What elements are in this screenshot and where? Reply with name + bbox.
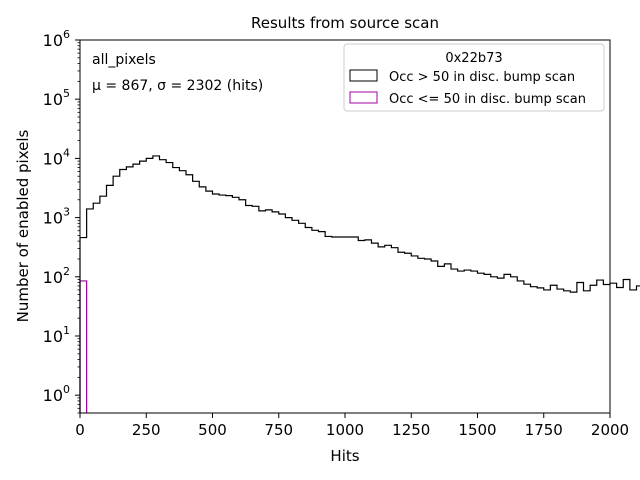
x-tick-label: 750 — [264, 421, 293, 439]
x-tick-label: 500 — [198, 421, 227, 439]
legend: 0x22b73 Occ > 50 in disc. bump scan Occ … — [343, 43, 605, 112]
x-tick-label: 1750 — [525, 421, 563, 439]
legend-swatch-occ-gt-50 — [349, 69, 378, 82]
x-axis: 0 250 500 750 1000 1250 1500 1750 2000 — [75, 413, 629, 439]
legend-swatch-occ-le-50 — [349, 91, 378, 104]
chart-title: Results from source scan — [251, 14, 439, 32]
annotation-all-pixels: all_pixels — [92, 52, 156, 68]
legend-label-occ-gt-50: Occ > 50 in disc. bump scan — [389, 70, 575, 85]
histogram-series-0 — [79, 155, 640, 413]
legend-frame — [343, 43, 605, 112]
y-axis-label: Number of enabled pixels — [14, 129, 32, 322]
legend-label-occ-le-50: Occ <= 50 in disc. bump scan — [389, 92, 586, 107]
x-tick-label: 2000 — [591, 421, 629, 439]
x-tick-label: 0 — [75, 421, 85, 439]
x-tick-label: 1250 — [392, 421, 430, 439]
legend-title: 0x22b73 — [445, 51, 502, 66]
annotation-stats: μ = 867, σ = 2302 (hits) — [92, 78, 263, 94]
x-axis-label: Hits — [330, 447, 359, 465]
x-tick-label: 1500 — [458, 421, 496, 439]
x-tick-label: 1000 — [326, 421, 364, 439]
x-tick-label: 250 — [132, 421, 161, 439]
